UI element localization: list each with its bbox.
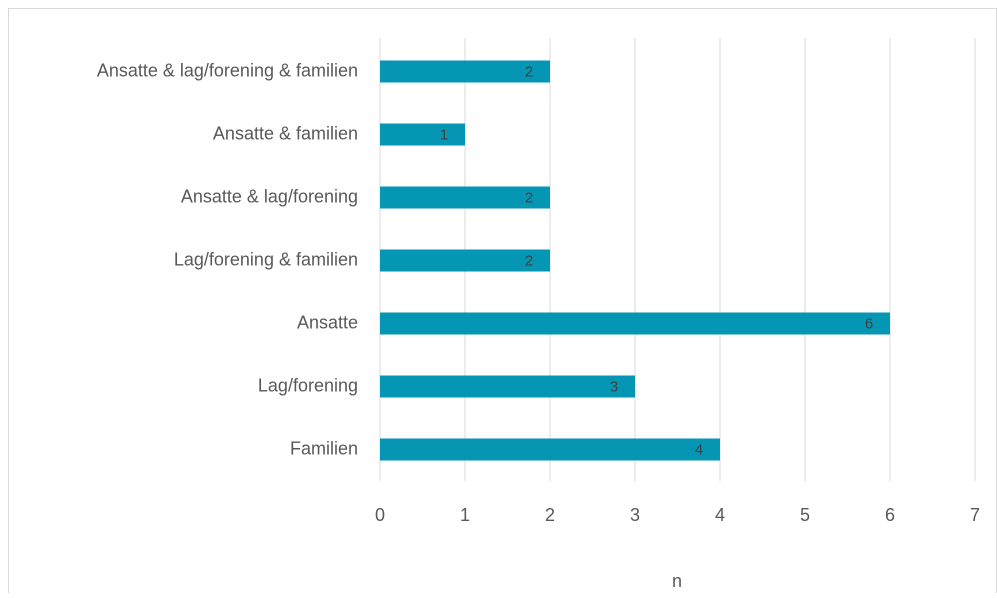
data-label: 6 <box>865 315 873 332</box>
bar <box>380 60 550 83</box>
data-label: 4 <box>695 441 703 458</box>
x-tick-label: 0 <box>375 505 385 525</box>
y-tick-label: Lag/forening & familien <box>174 249 358 269</box>
bar <box>380 375 635 398</box>
x-tick-label: 6 <box>885 505 895 525</box>
data-label: 1 <box>440 126 448 143</box>
data-label: 2 <box>525 252 533 269</box>
bar <box>380 186 550 209</box>
y-tick-label: Familien <box>290 438 358 458</box>
data-label: 2 <box>525 189 533 206</box>
y-tick-label: Ansatte <box>297 312 358 332</box>
bar <box>380 438 720 461</box>
x-tick-label: 3 <box>630 505 640 525</box>
x-tick-label: 5 <box>800 505 810 525</box>
x-tick-label: 1 <box>460 505 470 525</box>
data-label: 3 <box>610 378 618 395</box>
x-tick-label: 4 <box>715 505 725 525</box>
bar <box>380 249 550 272</box>
y-tick-label: Ansatte & familien <box>213 123 358 143</box>
y-tick-label: Lag/forening <box>258 375 358 395</box>
chart-border <box>8 8 997 598</box>
bar <box>380 312 890 335</box>
bar <box>380 123 465 146</box>
y-tick-label: Ansatte & lag/forening <box>181 186 358 206</box>
x-axis-label: n <box>672 571 682 591</box>
x-tick-label: 7 <box>970 505 980 525</box>
y-tick-label: Ansatte & lag/forening & familien <box>97 60 358 80</box>
data-label: 2 <box>525 63 533 80</box>
x-tick-label: 2 <box>545 505 555 525</box>
